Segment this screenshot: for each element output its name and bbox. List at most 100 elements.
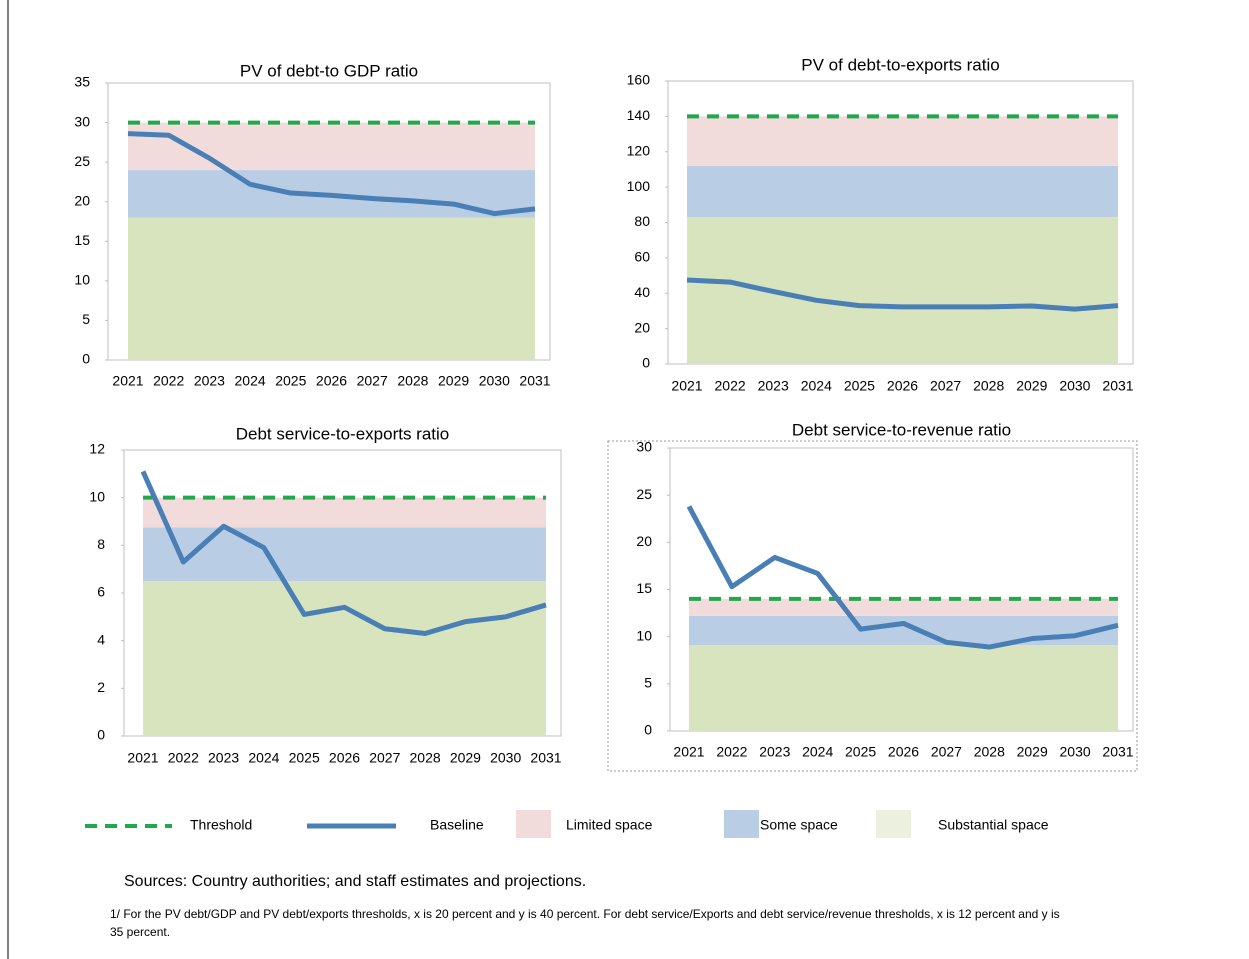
space-band [687,217,1118,364]
x-tick-label: 2027 [930,378,961,394]
y-tick-label: 160 [627,72,651,88]
x-tick-label: 2028 [973,378,1004,394]
x-tick-label: 2028 [397,373,428,389]
y-tick-label: 12 [89,441,105,457]
sources: Sources: Country authorities; and staff … [124,873,587,890]
x-tick-label: 2027 [357,373,388,389]
space-band [687,165,1118,218]
x-tick-label: 2031 [1102,744,1133,760]
x-tick-label: 2026 [887,378,918,394]
x-tick-label: 2026 [329,750,360,766]
x-tick-label: 2028 [974,744,1005,760]
space-band [689,615,1118,646]
x-tick-label: 2030 [490,750,521,766]
legend-symbol [516,810,551,838]
x-tick-label: 2025 [275,373,306,389]
baseline-line [686,505,1119,650]
y-tick-label: 20 [636,533,652,549]
y-tick-label: 30 [74,113,90,129]
x-tick-label: 2029 [450,750,481,766]
x-tick-label: 2030 [1059,378,1090,394]
y-tick-label: 10 [89,488,105,504]
footnote: 1/ For the PV debt/GDP and PV debt/expor… [110,907,1060,939]
y-tick-label: 15 [636,580,652,596]
x-tick-label: 2029 [1016,378,1047,394]
y-tick-label: 2 [97,679,105,695]
space-band [689,598,1118,616]
y-tick-label: 30 [636,439,652,455]
x-tick-label: 2022 [715,378,746,394]
x-tick-label: 2024 [801,378,832,394]
baseline-line [127,131,536,217]
y-tick-label: 60 [634,249,650,265]
x-tick-label: 2021 [673,744,704,760]
y-tick-label: 0 [82,351,90,367]
legend-label: Threshold [190,817,252,833]
x-tick-label: 2030 [479,373,510,389]
legend-label: Baseline [430,817,484,833]
y-tick-label: 0 [97,727,105,743]
chart-title: PV of debt-to-exports ratio [801,55,999,74]
y-tick-label: 20 [634,319,650,335]
y-tick-label: 20 [74,192,90,208]
y-tick-label: 5 [644,675,652,691]
x-tick-label: 2026 [888,744,919,760]
y-tick-label: 15 [74,232,90,248]
y-tick-label: 140 [627,107,651,123]
chart-title: Debt service-to-exports ratio [236,424,450,443]
x-tick-label: 2024 [802,744,833,760]
y-tick-label: 25 [74,153,90,169]
x-tick-label: 2025 [289,750,320,766]
x-tick-label: 2021 [127,750,158,766]
y-tick-label: 0 [644,722,652,738]
y-tick-label: 0 [642,355,650,371]
y-tick-label: 8 [97,536,105,552]
chart-title: PV of debt-to GDP ratio [240,61,418,80]
space-band [143,581,546,736]
x-tick-label: 2022 [716,744,747,760]
legend-label: Some space [760,817,838,833]
space-band [687,116,1118,166]
x-tick-label: 2022 [153,373,184,389]
legend-label: Substantial space [938,817,1049,833]
baseline-line [686,277,1119,312]
x-tick-label: 2022 [168,750,199,766]
x-tick-label: 2029 [1017,744,1048,760]
x-tick-label: 2028 [410,750,441,766]
chart-title: Debt service-to-revenue ratio [792,420,1011,439]
x-tick-label: 2024 [248,750,279,766]
x-tick-label: 2031 [1102,378,1133,394]
y-tick-label: 4 [97,631,105,647]
x-tick-label: 2031 [530,750,561,766]
x-tick-label: 2025 [844,378,875,394]
x-tick-label: 2026 [316,373,347,389]
y-tick-label: 35 [74,74,90,90]
legend-symbol [876,810,911,838]
x-tick-label: 2027 [931,744,962,760]
x-tick-label: 2027 [369,750,400,766]
x-tick-label: 2025 [845,744,876,760]
y-tick-label: 5 [82,311,90,327]
baseline-line [140,470,547,637]
space-band [143,497,546,528]
y-tick-label: 40 [634,284,650,300]
x-tick-label: 2030 [1060,744,1091,760]
x-tick-label: 2023 [759,744,790,760]
x-tick-label: 2023 [194,373,225,389]
space-band [143,527,546,582]
y-tick-label: 100 [627,178,651,194]
y-tick-label: 6 [97,584,105,600]
panel-frame [607,440,1138,772]
x-tick-label: 2024 [235,373,266,389]
y-tick-label: 10 [636,627,652,643]
y-tick-label: 80 [634,213,650,229]
space-band [128,217,535,360]
y-tick-label: 10 [74,272,90,288]
y-tick-label: 120 [627,142,651,158]
space-band [689,645,1118,731]
legend-symbol [724,810,759,838]
x-tick-label: 2029 [438,373,469,389]
x-tick-label: 2021 [112,373,143,389]
